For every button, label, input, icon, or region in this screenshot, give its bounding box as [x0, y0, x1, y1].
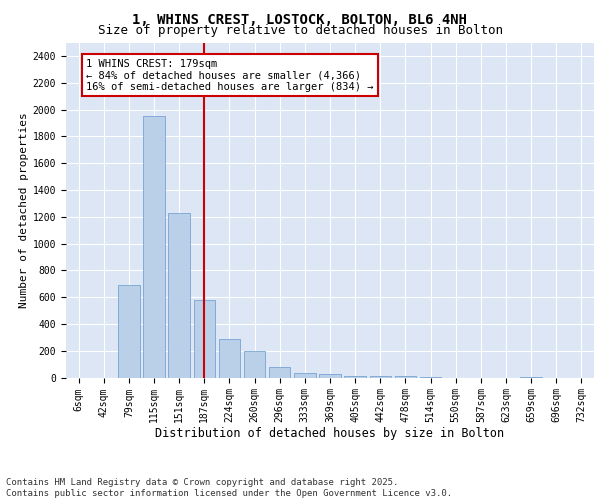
Bar — [118, 285, 140, 378]
Y-axis label: Number of detached properties: Number of detached properties — [19, 112, 29, 308]
Bar — [319, 374, 341, 378]
X-axis label: Distribution of detached houses by size in Bolton: Distribution of detached houses by size … — [155, 426, 505, 440]
Bar — [294, 373, 316, 378]
Text: 1, WHINS CREST, LOSTOCK, BOLTON, BL6 4NH: 1, WHINS CREST, LOSTOCK, BOLTON, BL6 4NH — [133, 12, 467, 26]
Bar — [520, 377, 542, 378]
Bar — [169, 212, 190, 378]
Text: Size of property relative to detached houses in Bolton: Size of property relative to detached ho… — [97, 24, 503, 37]
Bar — [269, 368, 290, 378]
Bar — [244, 350, 265, 378]
Text: 1 WHINS CREST: 179sqm
← 84% of detached houses are smaller (4,366)
16% of semi-d: 1 WHINS CREST: 179sqm ← 84% of detached … — [86, 58, 374, 92]
Bar — [344, 376, 366, 378]
Bar — [219, 338, 240, 378]
Bar — [143, 116, 164, 378]
Text: Contains HM Land Registry data © Crown copyright and database right 2025.
Contai: Contains HM Land Registry data © Crown c… — [6, 478, 452, 498]
Bar — [194, 300, 215, 378]
Bar — [370, 376, 391, 378]
Bar — [395, 376, 416, 378]
